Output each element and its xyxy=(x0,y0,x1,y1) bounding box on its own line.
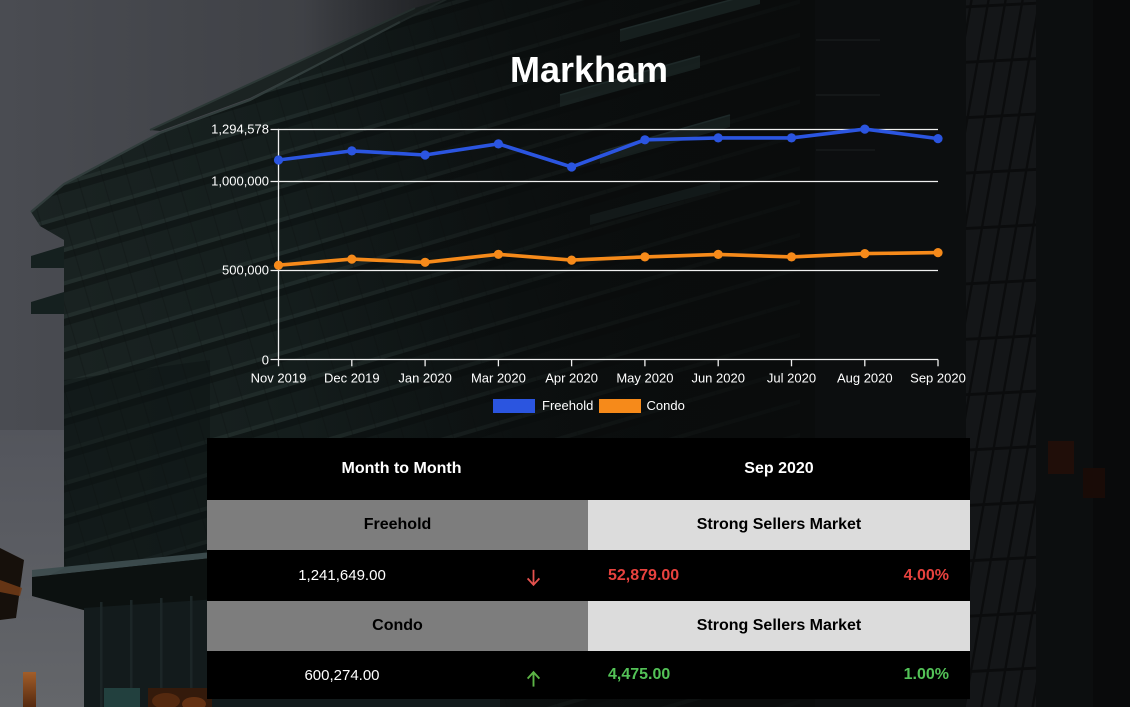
svg-text:Dec 2019: Dec 2019 xyxy=(324,371,380,386)
svg-text:May 2020: May 2020 xyxy=(616,371,673,386)
svg-text:1,000,000: 1,000,000 xyxy=(211,174,269,189)
svg-text:Jan 2020: Jan 2020 xyxy=(398,371,452,386)
svg-text:Mar 2020: Mar 2020 xyxy=(471,371,526,386)
svg-text:500,000: 500,000 xyxy=(222,263,269,278)
svg-text:0: 0 xyxy=(262,352,269,367)
svg-text:Jun 2020: Jun 2020 xyxy=(691,371,745,386)
svg-text:Aug 2020: Aug 2020 xyxy=(837,371,893,386)
svg-text:Jul 2020: Jul 2020 xyxy=(767,371,816,386)
svg-text:Apr 2020: Apr 2020 xyxy=(545,371,598,386)
svg-text:Nov 2019: Nov 2019 xyxy=(251,371,307,386)
svg-text:Sep 2020: Sep 2020 xyxy=(910,371,966,386)
svg-text:1,294,578: 1,294,578 xyxy=(211,122,269,137)
